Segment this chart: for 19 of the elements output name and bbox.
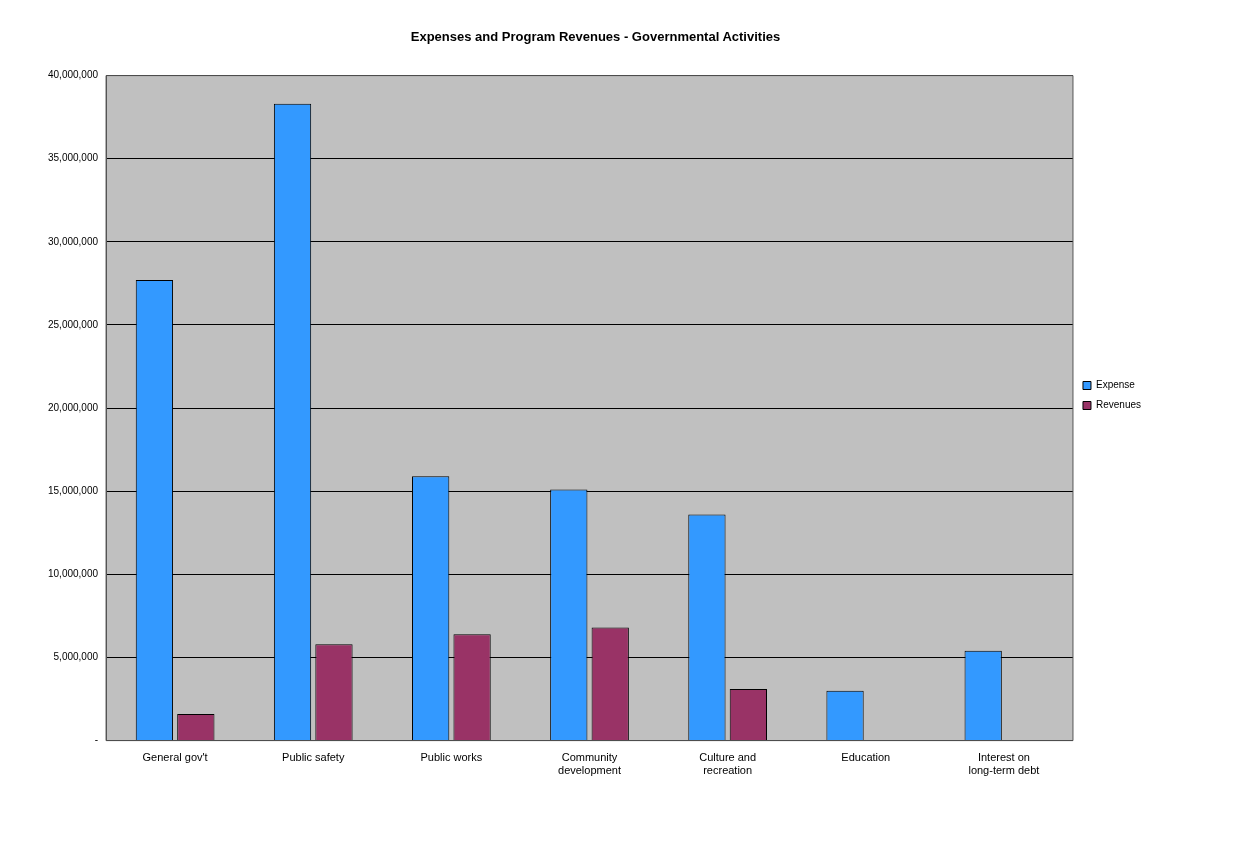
y-tick-label: 40,000,000 [47,69,99,81]
y-tick-label: 20,000,000 [47,401,99,413]
y-tick-label: - [94,734,99,746]
legend-label: Expense [1095,379,1136,391]
y-tick-label: 35,000,000 [47,152,99,164]
y-tick-label: 15,000,000 [47,484,99,496]
chart-title: Expenses and Program Revenues - Governmental Activities [410,29,781,45]
y-tick-label: 5,000,000 [53,651,99,663]
x-tick-label: Culture and recreation [699,751,757,777]
x-tick-label: Public works [420,751,483,764]
x-tick-label: General gov't [142,751,208,764]
legend-label: Revenues [1095,399,1141,411]
x-tick-label: Public safety [282,751,345,764]
x-tick-label: Education [841,751,891,764]
x-tick-label: Community development [558,751,622,777]
y-tick-label: 10,000,000 [47,568,99,580]
y-tick-label: 30,000,000 [47,235,99,247]
x-tick-label: Interest on long-term debt [968,751,1040,777]
y-tick-label: 25,000,000 [47,318,99,330]
